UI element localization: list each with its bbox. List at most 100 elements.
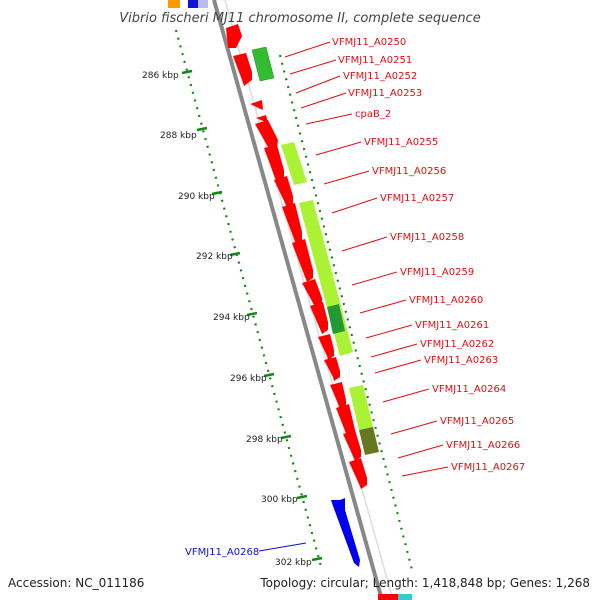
backbone: [212, 0, 394, 600]
label-leaders: [258, 41, 449, 552]
gene-label-VFMJ11_A0250: VFMJ11_A0250: [332, 37, 406, 48]
leader-VFMJ11_A0256: [323, 170, 370, 185]
backbone-line: [212, 0, 384, 600]
topology-text: Topology: circular; Length: 1,418,848 bp…: [259, 576, 590, 590]
gene-arrow-VFMJ11_A0260: [310, 302, 328, 334]
accession-text: Accession: NC_011186: [8, 576, 144, 590]
leader-VFMJ11_A0259: [351, 271, 398, 286]
gene-arrow-VFMJ11_A0256: [274, 176, 293, 208]
gene-label-VFMJ11_A0258: VFMJ11_A0258: [390, 232, 464, 243]
gene-label-VFMJ11_A0266: VFMJ11_A0266: [446, 440, 520, 451]
gene-arrow-VFMJ11_A0257: [282, 203, 302, 244]
backbone-edge: [224, 0, 394, 600]
gene-arrow-VFMJ11_A0250: [226, 24, 242, 48]
kbp-labels: 286 kbp 288 kbp 290 kbp 292 kbp 294 kbp …: [142, 71, 312, 568]
leader-cpaB_2: [305, 113, 353, 125]
gene-label-VFMJ11_A0253: VFMJ11_A0253: [348, 88, 422, 99]
leader-VFMJ11_A0267: [401, 466, 449, 477]
gene-arrow-VFMJ11_A0252: [250, 100, 263, 110]
gene-arrow-VFMJ11_A0262: [324, 357, 340, 381]
tick-286: [181, 69, 193, 75]
leader-VFMJ11_A0265: [390, 420, 438, 435]
gene-label-VFMJ11_A0267: VFMJ11_A0267: [451, 462, 525, 473]
tick-label-300: 300 kbp: [261, 495, 298, 505]
leader-VFMJ11_A0266: [397, 444, 444, 459]
gene-arrow-VFMJ11_A0265: [343, 430, 361, 461]
bottom-edge-features: [378, 594, 412, 600]
gene-label-cpaB_2: cpaB_2: [355, 109, 391, 120]
leader-VFMJ11_A0262: [370, 343, 418, 358]
gene-label-VFMJ11_A0268: VFMJ11_A0268: [185, 547, 259, 558]
tick-label-290: 290 kbp: [178, 192, 215, 202]
leader-VFMJ11_A0251: [289, 59, 337, 75]
outer-dotted-ring: [278, 54, 414, 571]
gene-arrows: [226, 24, 367, 567]
gene-arrow-VFMJ11_A0263: [330, 382, 346, 410]
gene-label-VFMJ11_A0265: VFMJ11_A0265: [440, 416, 514, 427]
gene-arrow-VFMJ11_A0255: [264, 145, 284, 183]
gene-label-VFMJ11_A0256: VFMJ11_A0256: [372, 166, 446, 177]
leader-VFMJ11_A0253: [300, 92, 347, 109]
dotted-rings: [174, 29, 414, 571]
gene-label-VFMJ11_A0257: VFMJ11_A0257: [380, 193, 454, 204]
gene-label-VFMJ11_A0259: VFMJ11_A0259: [400, 267, 474, 278]
tick-label-292: 292 kbp: [196, 252, 233, 262]
leader-VFMJ11_A0260: [359, 299, 407, 314]
blue-feature: [188, 0, 198, 8]
feature-bar-dark-green-top: [251, 46, 275, 82]
leader-VFMJ11_A0250: [284, 41, 331, 58]
tick-290: [211, 190, 223, 196]
feature-bar-light-3: [349, 385, 373, 430]
lavender-feature: [198, 0, 208, 8]
tick-label-286: 286 kbp: [142, 71, 179, 81]
gene-arrow-VFMJ11_A0268: [331, 498, 360, 567]
gene-label-VFMJ11_A0263: VFMJ11_A0263: [424, 355, 498, 366]
leader-VFMJ11_A0257: [331, 197, 378, 214]
map-title: Vibrio fischeri MJ11 chromosome II, comp…: [119, 11, 480, 26]
orange-feature: [168, 0, 180, 8]
gene-arrow-VFMJ11_A0259: [302, 279, 322, 309]
leader-VFMJ11_A0264: [382, 388, 430, 403]
gene-label-VFMJ11_A0260: VFMJ11_A0260: [409, 295, 483, 306]
tick-288: [196, 126, 208, 132]
gene-label-VFMJ11_A0261: VFMJ11_A0261: [415, 320, 489, 331]
gene-arrow-VFMJ11_A0251: [233, 53, 252, 86]
gene-label-VFMJ11_A0262: VFMJ11_A0262: [420, 339, 494, 350]
leader-VFMJ11_A0255: [315, 141, 362, 156]
gene-label-VFMJ11_A0252: VFMJ11_A0252: [343, 71, 417, 82]
gene-label-VFMJ11_A0251: VFMJ11_A0251: [338, 55, 412, 66]
feature-bars: [251, 46, 379, 455]
tick-label-296: 296 kbp: [230, 374, 267, 384]
red-bottom-feature: [378, 594, 398, 600]
tick-296: [263, 372, 275, 378]
gene-arrow-VFMJ11_A0258: [292, 239, 313, 282]
feature-bar-dark-green-mid: [327, 304, 345, 334]
tick-label-298: 298 kbp: [246, 435, 283, 445]
feature-bar-olive: [359, 427, 379, 455]
tick-298: [280, 434, 292, 440]
backbone-white-band: [215, 0, 393, 600]
leader-VFMJ11_A0268: [258, 542, 307, 552]
tick-label-288: 288 kbp: [160, 131, 197, 141]
tick-292: [229, 251, 241, 257]
gene-arrow-VFMJ11_A0261: [318, 334, 334, 360]
gene-arrow-VFMJ11_A0266: [349, 458, 367, 489]
feature-bar-light-1: [281, 142, 307, 185]
tick-label-302: 302 kbp: [275, 558, 312, 568]
leader-VFMJ11_A0261: [365, 324, 413, 339]
kbp-ticks: [181, 69, 323, 562]
top-edge-features: [168, 0, 208, 8]
gene-label-VFMJ11_A0255: VFMJ11_A0255: [364, 137, 438, 148]
cyan-bottom-feature: [398, 594, 412, 600]
leader-VFMJ11_A0258: [341, 236, 388, 252]
leader-VFMJ11_A0263: [374, 359, 422, 374]
gene-arrow-cpaB_2: [255, 120, 278, 152]
tick-label-294: 294 kbp: [213, 313, 250, 323]
gene-labels: VFMJ11_A0250 VFMJ11_A0251 VFMJ11_A0252 V…: [185, 37, 525, 558]
leader-VFMJ11_A0252: [295, 75, 341, 94]
tick-294: [246, 311, 258, 317]
tick-302: [311, 556, 323, 562]
gene-label-VFMJ11_A0264: VFMJ11_A0264: [432, 384, 506, 395]
tick-300: [296, 494, 308, 500]
